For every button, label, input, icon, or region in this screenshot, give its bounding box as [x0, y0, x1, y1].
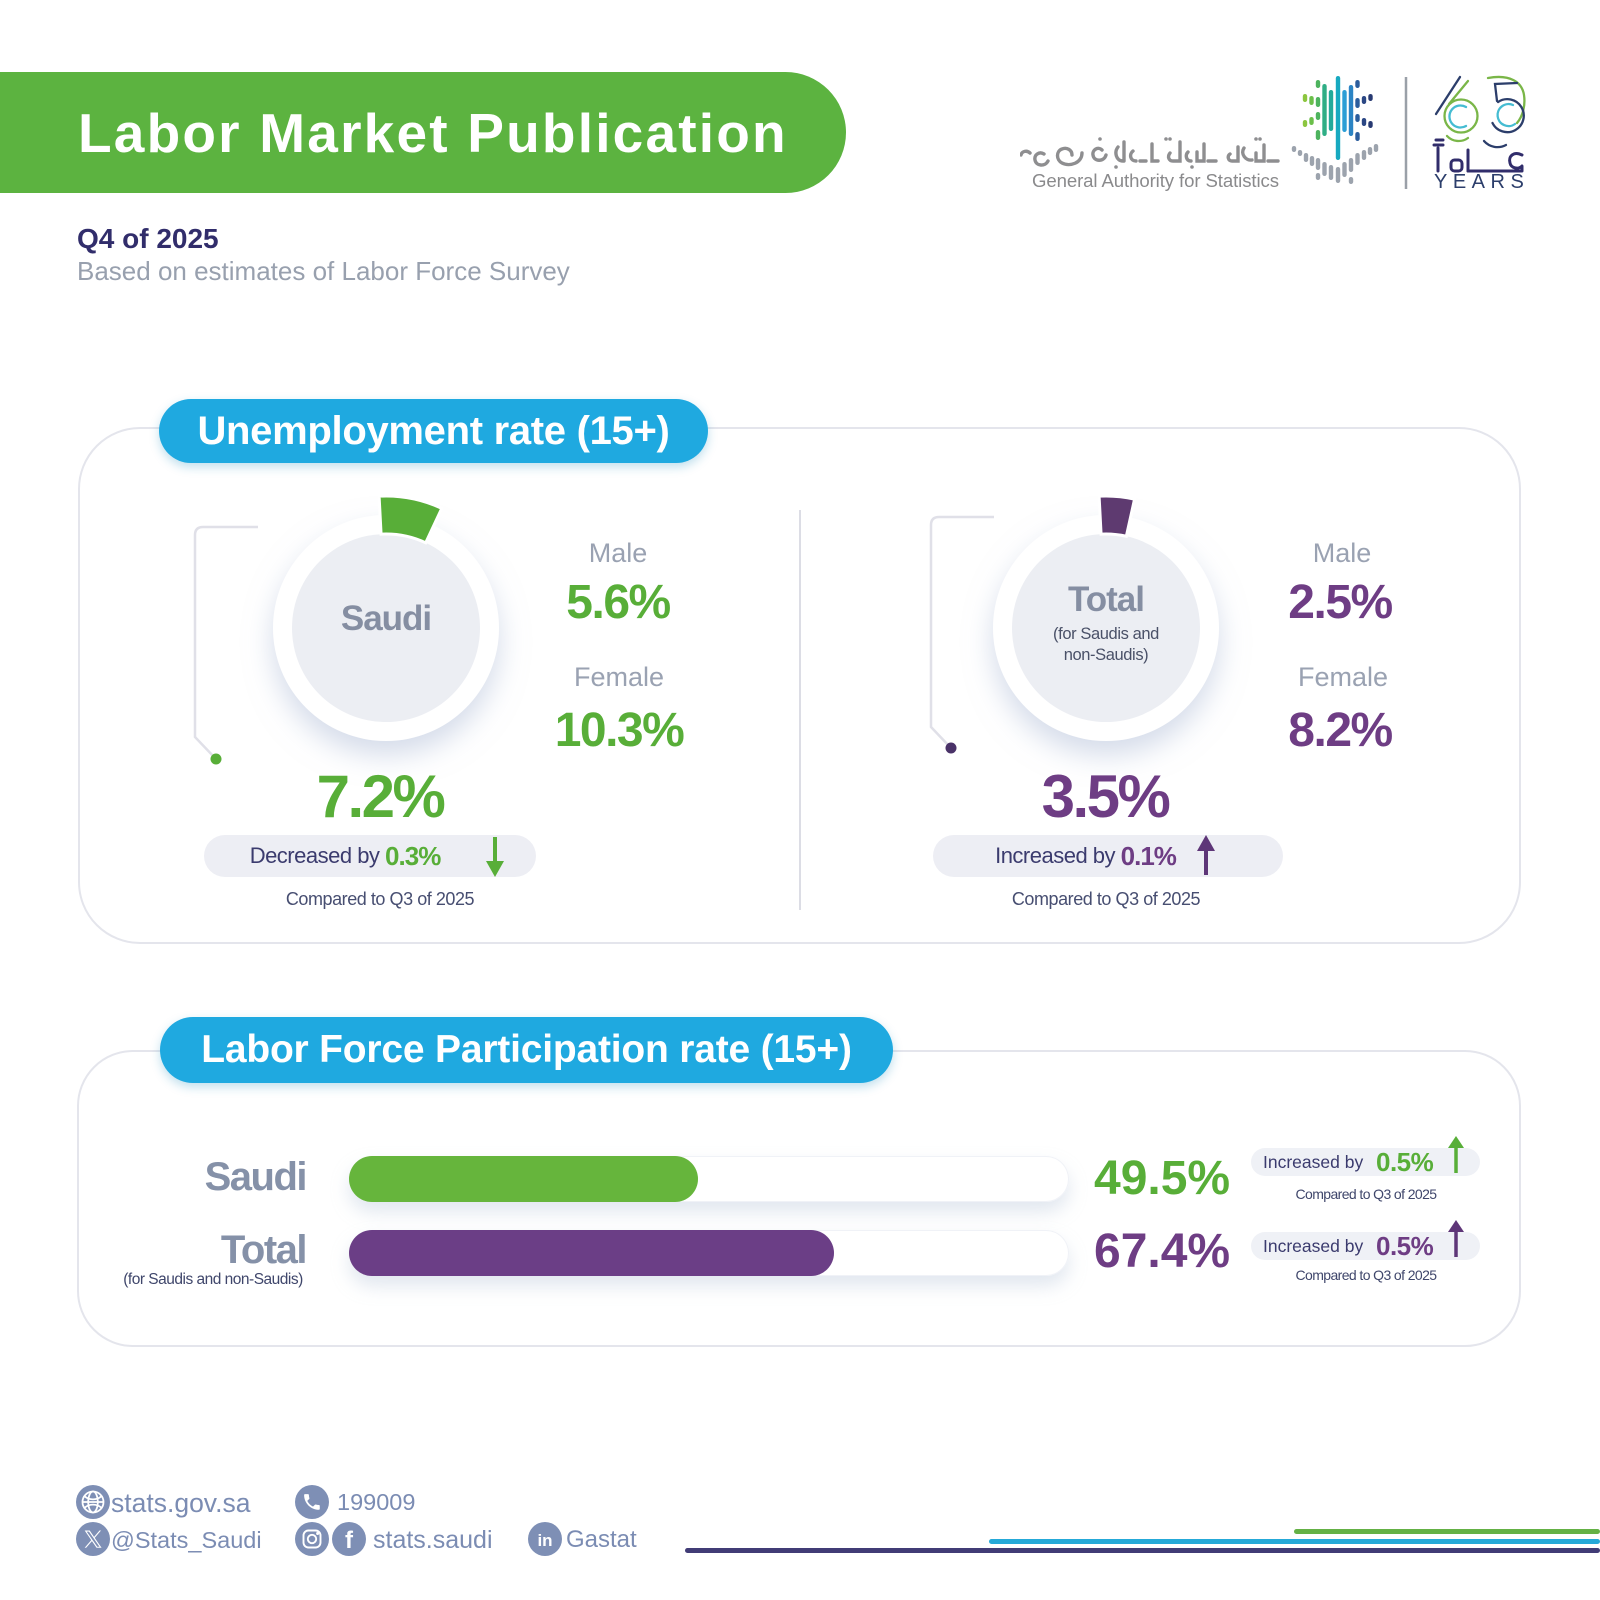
svg-text:General Authority for Statisti: General Authority for Statistics — [1032, 170, 1279, 191]
svg-text:f: f — [345, 1527, 354, 1554]
svg-text:YEARS: YEARS — [1434, 171, 1529, 193]
svg-text:in: in — [537, 1531, 552, 1550]
